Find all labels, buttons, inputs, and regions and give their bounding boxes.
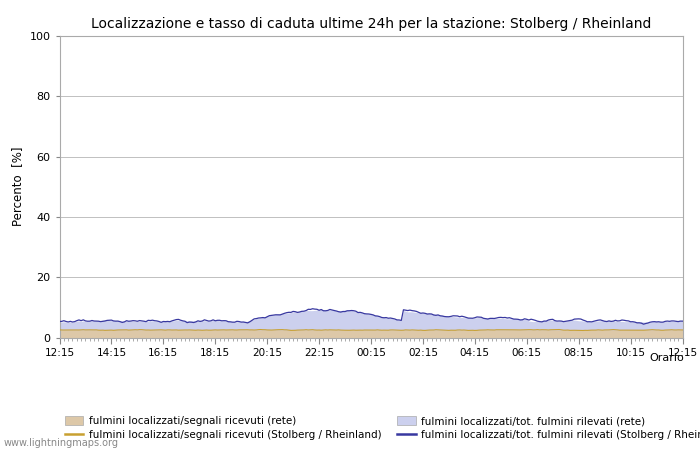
Text: www.lightningmaps.org: www.lightningmaps.org <box>4 438 118 448</box>
Y-axis label: Percento  [%]: Percento [%] <box>11 147 24 226</box>
Title: Localizzazione e tasso di caduta ultime 24h per la stazione: Stolberg / Rheinlan: Localizzazione e tasso di caduta ultime … <box>91 17 651 31</box>
Legend: fulmini localizzati/segnali ricevuti (rete), fulmini localizzati/segnali ricevut: fulmini localizzati/segnali ricevuti (re… <box>64 416 700 440</box>
Text: Orario: Orario <box>650 353 685 363</box>
